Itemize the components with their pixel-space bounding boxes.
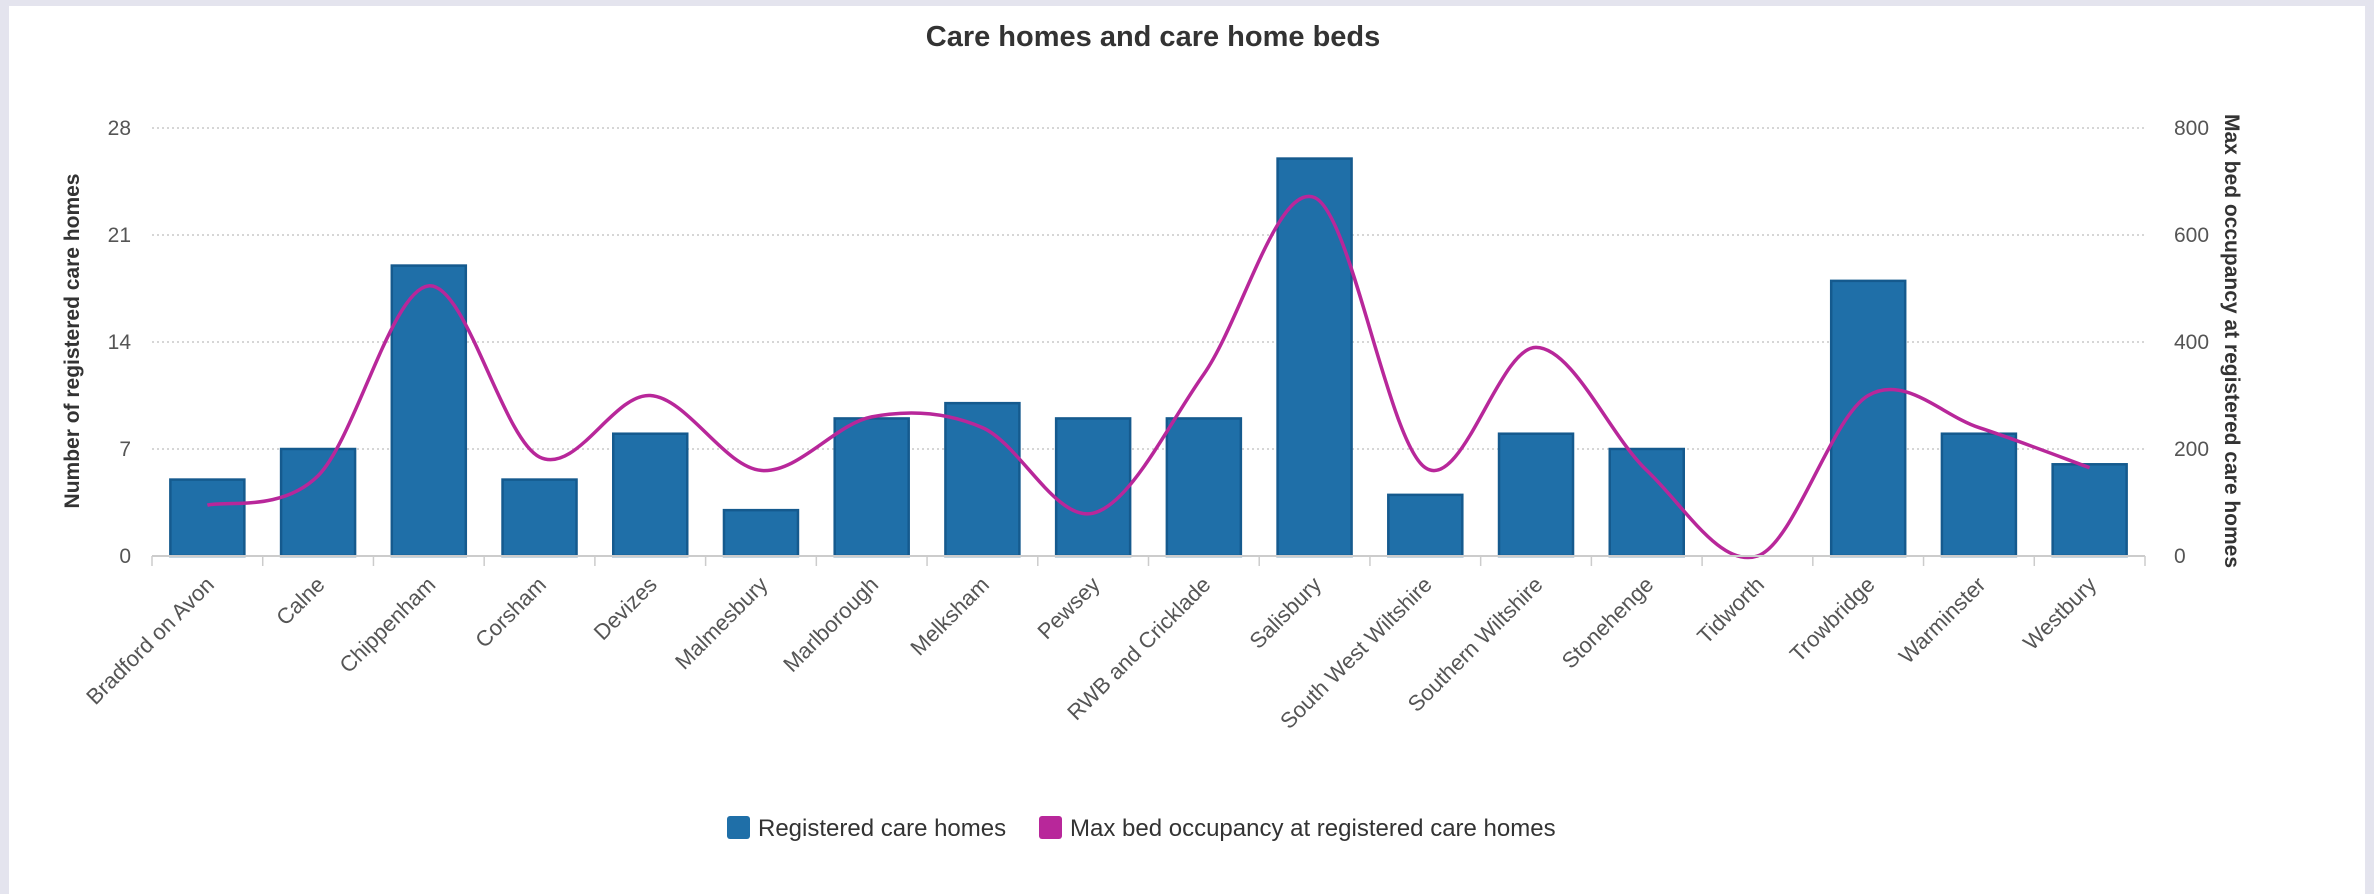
grid-lines bbox=[152, 127, 2145, 450]
bar[interactable] bbox=[1165, 417, 1243, 558]
y2-tick-label: 0 bbox=[2174, 545, 2186, 568]
x-tick-label: Westbury bbox=[2018, 572, 2101, 655]
chart-canvas: Care homes and care home beds 0 7 14 21 28 0 2… bbox=[61, 21, 2243, 842]
y2-tick-label: 800 bbox=[2174, 117, 2209, 140]
x-tick-label: Devizes bbox=[589, 572, 662, 645]
bar[interactable] bbox=[1608, 447, 1685, 558]
bar[interactable] bbox=[501, 478, 578, 558]
x-tick-label: Chippenham bbox=[334, 572, 440, 678]
y2-tick-label: 200 bbox=[2174, 438, 2209, 461]
bar[interactable] bbox=[1497, 432, 1575, 558]
legend-line-swatch bbox=[1039, 816, 1062, 839]
x-tick-label: Corsham bbox=[470, 572, 551, 653]
x-tick-label: Marlborough bbox=[778, 572, 883, 677]
y-tick-label: 0 bbox=[119, 545, 131, 568]
bar[interactable] bbox=[390, 264, 468, 558]
bar[interactable] bbox=[1054, 417, 1132, 558]
x-tick-label: Warminster bbox=[1894, 572, 1991, 669]
bar[interactable] bbox=[612, 432, 689, 558]
x-tick-label: Bradford on Avon bbox=[81, 572, 219, 710]
y-tick-label: 21 bbox=[108, 224, 131, 247]
bar[interactable] bbox=[279, 447, 357, 558]
bar[interactable] bbox=[2051, 463, 2128, 558]
chart-title: Care homes and care home beds bbox=[926, 21, 1381, 53]
bar[interactable] bbox=[833, 417, 910, 558]
y2-tick-label: 600 bbox=[2174, 224, 2209, 247]
bar[interactable] bbox=[169, 478, 246, 558]
legend-line-label[interactable]: Max bed occupancy at registered care hom… bbox=[1070, 815, 1556, 842]
x-tick-label: Malmesbury bbox=[670, 572, 772, 674]
legend: Registered care homes Max bed occupancy … bbox=[727, 815, 1556, 842]
legend-bar-swatch bbox=[727, 816, 750, 839]
y-tick-label: 7 bbox=[119, 438, 131, 461]
x-tick-label: Salisbury bbox=[1244, 572, 1326, 654]
bar-series bbox=[169, 157, 2128, 558]
y-tick-label: 28 bbox=[108, 117, 131, 140]
x-tick-label: Trowbridge bbox=[1785, 572, 1880, 667]
chart-panel: Care homes and care home beds 0 7 14 21 28 0 2… bbox=[9, 6, 2365, 894]
y2-axis-title: Max bed occupancy at registered care hom… bbox=[2220, 114, 2243, 568]
x-tick-label: Tidworth bbox=[1692, 572, 1769, 649]
y2-tick-label: 400 bbox=[2174, 331, 2209, 354]
x-tick-label: Stonehenge bbox=[1557, 572, 1659, 674]
bar[interactable] bbox=[1940, 432, 2018, 558]
x-tick-label: Calne bbox=[271, 572, 329, 630]
bar[interactable] bbox=[1387, 493, 1464, 558]
bar[interactable] bbox=[722, 508, 800, 558]
occupancy-line[interactable] bbox=[206, 194, 2091, 560]
y-axis-title: Number of registered care homes bbox=[61, 174, 84, 509]
line-series bbox=[206, 194, 2091, 560]
legend-bar-label[interactable]: Registered care homes bbox=[758, 815, 1006, 842]
x-tick-label: Pewsey bbox=[1033, 572, 1105, 644]
bar[interactable] bbox=[1829, 279, 1907, 558]
y-tick-label: 14 bbox=[108, 331, 132, 354]
bar[interactable] bbox=[1276, 157, 1353, 558]
x-tick-label: Melksham bbox=[905, 572, 994, 661]
